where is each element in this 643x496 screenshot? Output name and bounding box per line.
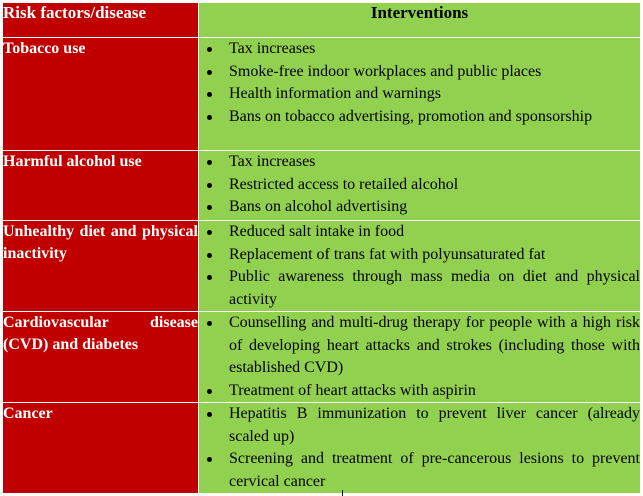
list-item: Health information and warnings bbox=[199, 83, 640, 106]
intervention-text: Restricted access to retailed alcohol bbox=[229, 175, 459, 193]
intervention-text: Tax increases bbox=[229, 40, 316, 57]
interventions-list: Hepatitis B immunization to prevent live… bbox=[199, 403, 640, 493]
interventions-list: Counselling and multi-drug therapy for p… bbox=[199, 312, 640, 402]
list-item: Smoke-free indoor workplaces and public … bbox=[199, 61, 640, 84]
intervention-text: Treatment of heart attacks with aspirin bbox=[229, 381, 476, 399]
list-item: Hepatitis B immunization to prevent live… bbox=[199, 403, 640, 448]
intervention-text: Screening and treatment of pre-cancerous… bbox=[229, 450, 640, 490]
table-row: Tobacco use Tax increases Smoke-free ind… bbox=[2, 37, 641, 151]
list-item: Treatment of heart attacks with aspirin bbox=[199, 380, 640, 403]
bullet-icon bbox=[207, 457, 212, 462]
intervention-text: Hepatitis B immunization to prevent live… bbox=[229, 405, 640, 445]
list-item: Bans on tobacco advertising, promotion a… bbox=[199, 106, 640, 129]
list-item: Public awareness through mass media on d… bbox=[199, 266, 640, 311]
risk-cell: Cancer bbox=[2, 402, 199, 494]
risk-cell: Tobacco use bbox=[2, 37, 199, 151]
list-item: Replacement of trans fat with polyunsatu… bbox=[199, 244, 640, 267]
table-row: Harmful alcohol use Tax increases Restri… bbox=[2, 150, 641, 221]
bullet-icon bbox=[207, 275, 212, 280]
list-item: Reduced salt intake in food bbox=[199, 221, 640, 244]
list-item: Counselling and multi-drug therapy for p… bbox=[199, 312, 640, 380]
interventions-list: Reduced salt intake in food Replacement … bbox=[199, 221, 640, 311]
risk-cell: Harmful alcohol use bbox=[2, 150, 199, 221]
header-row: Risk factors/disease Interventions bbox=[2, 2, 641, 38]
bullet-icon bbox=[207, 92, 212, 97]
intervention-text: Public awareness through mass media on d… bbox=[229, 268, 640, 308]
risk-cell: Cardiovascular disease (CVD) and diabete… bbox=[2, 311, 199, 403]
intervention-text: Bans on alcohol advertising bbox=[229, 198, 408, 215]
interventions-cell: Hepatitis B immunization to prevent live… bbox=[198, 402, 641, 494]
intervention-text: Bans on tobacco advertising, promotion a… bbox=[229, 107, 593, 125]
interventions-list: Tax increases Smoke-free indoor workplac… bbox=[199, 38, 640, 128]
table-row: Cancer Hepatitis B immunization to preve… bbox=[2, 402, 641, 494]
interventions-cell: Counselling and multi-drug therapy for p… bbox=[198, 311, 641, 403]
bullet-icon bbox=[207, 252, 212, 258]
bullet-icon bbox=[207, 182, 212, 188]
bullet-icon bbox=[207, 69, 212, 75]
list-item: Restricted access to retailed alcohol bbox=[199, 174, 640, 197]
interventions-cell: Tax increases Smoke-free indoor workplac… bbox=[198, 37, 641, 151]
risk-cell: Unhealthy diet and physical inactivity bbox=[2, 220, 199, 312]
header-risk-factors: Risk factors/disease bbox=[2, 2, 199, 38]
page-cursor-mark bbox=[342, 490, 343, 496]
bullet-icon bbox=[207, 160, 212, 165]
interventions-cell: Reduced salt intake in food Replacement … bbox=[198, 220, 641, 312]
list-item: Tax increases bbox=[199, 151, 640, 174]
intervention-text: Replacement of trans fat with polyunsatu… bbox=[229, 245, 546, 263]
bullet-icon bbox=[207, 388, 212, 394]
list-item: Screening and treatment of pre-cancerous… bbox=[199, 448, 640, 493]
intervention-text: Health information and warnings bbox=[229, 85, 441, 102]
bullet-icon bbox=[207, 114, 212, 120]
header-interventions: Interventions bbox=[198, 2, 641, 38]
list-item: Tax increases bbox=[199, 38, 640, 61]
bullet-icon bbox=[207, 205, 212, 210]
intervention-text: Tax increases bbox=[229, 153, 316, 170]
table-row: Unhealthy diet and physical inactivity R… bbox=[2, 220, 641, 312]
list-item: Bans on alcohol advertising bbox=[199, 196, 640, 219]
bullet-icon bbox=[207, 412, 212, 417]
intervention-text: Reduced salt intake in food bbox=[229, 223, 405, 240]
bullet-icon bbox=[207, 47, 212, 52]
interventions-cell: Tax increases Restricted access to retai… bbox=[198, 150, 641, 221]
bullet-icon bbox=[207, 230, 212, 235]
intervention-text: Smoke-free indoor workplaces and public … bbox=[229, 62, 542, 80]
interventions-list: Tax increases Restricted access to retai… bbox=[199, 151, 640, 219]
table-row: Cardiovascular disease (CVD) and diabete… bbox=[2, 311, 641, 403]
intervention-text: Counselling and multi-drug therapy for p… bbox=[229, 314, 640, 376]
bullet-icon bbox=[207, 321, 212, 326]
